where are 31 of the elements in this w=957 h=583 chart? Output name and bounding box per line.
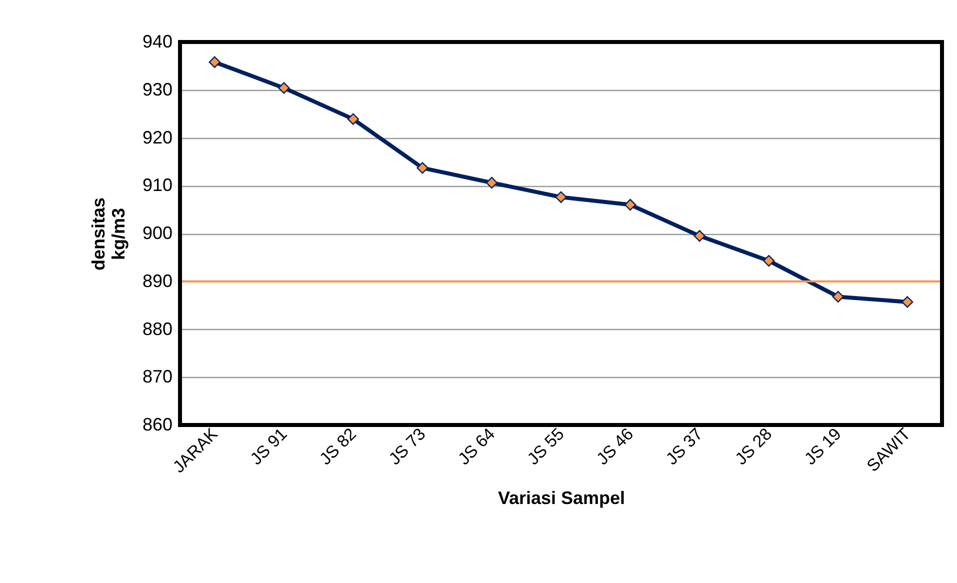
x-tick-label: JS 37 xyxy=(662,424,706,469)
point xyxy=(694,230,706,242)
y-tick-label: 930 xyxy=(142,79,172,100)
x-tick-label: JS 55 xyxy=(524,424,568,469)
y-tick-label: 910 xyxy=(142,175,172,196)
x-tick-label: JS 19 xyxy=(800,424,845,469)
y-tick-label: 920 xyxy=(142,127,172,148)
y-tick-label: 900 xyxy=(142,223,172,243)
point xyxy=(208,56,220,68)
x-axis-title: Variasi Sampel xyxy=(498,488,626,508)
y-tick-label: 880 xyxy=(142,318,172,339)
point xyxy=(278,82,290,94)
point xyxy=(902,296,914,308)
y-axis-title: densitas kg/m3 xyxy=(88,197,128,271)
x-tick-label: JS 46 xyxy=(592,424,638,469)
point xyxy=(347,113,360,125)
y-tick-label: 860 xyxy=(142,414,172,434)
point xyxy=(624,198,636,211)
point xyxy=(555,191,567,203)
y-tick-label: 870 xyxy=(142,366,172,387)
x-tick-label: JS 28 xyxy=(732,424,776,469)
y-tick-label: 940 xyxy=(142,32,172,52)
x-tick-label: JS 82 xyxy=(316,424,360,469)
x-tick-label: JS 73 xyxy=(385,424,430,469)
point xyxy=(486,176,498,189)
point xyxy=(416,162,428,174)
point xyxy=(832,290,844,303)
x-tick-label: JS 91 xyxy=(246,424,291,469)
y-tick-label: 890 xyxy=(142,270,172,291)
x-tick-label: JS 64 xyxy=(454,424,499,469)
point xyxy=(762,254,775,267)
